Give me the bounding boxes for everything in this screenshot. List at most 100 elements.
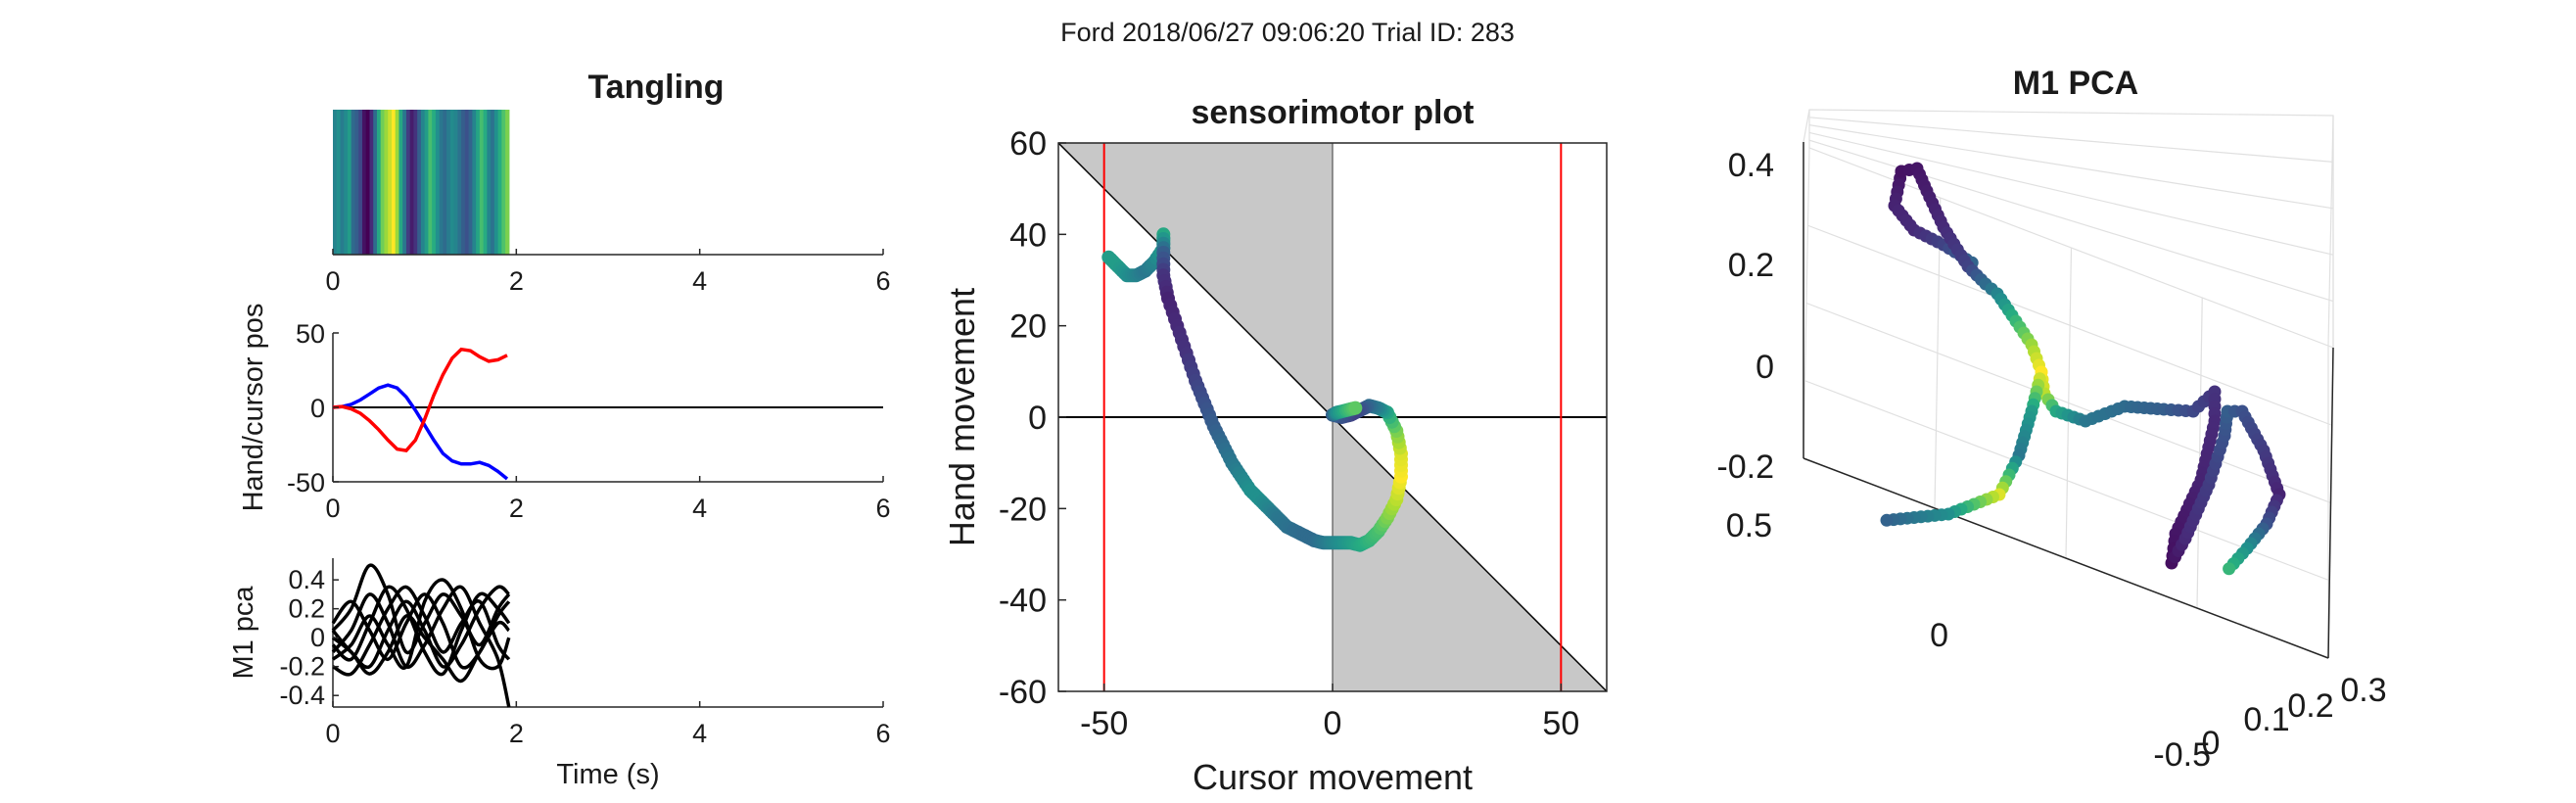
heatmap-cell [373, 110, 378, 255]
hand-cursor-series-line [332, 383, 509, 481]
heatmap-cell [351, 110, 356, 255]
heatmap-cell [468, 110, 473, 255]
heatmap-cell [369, 110, 374, 255]
heatmap-cell [405, 110, 411, 255]
x-tick-label: 0 [1324, 705, 1342, 742]
heatmap-cell [493, 110, 499, 255]
x-tick-label: 0.2 [2287, 687, 2333, 725]
back-wall-grid [1808, 109, 2334, 348]
heatmap-cell [446, 110, 451, 255]
x-tick-label: 2 [509, 494, 524, 523]
y-tick-label: 0 [310, 623, 325, 652]
suptitle: Ford 2018/06/27 09:06:20 Trial ID: 283 [1060, 18, 1515, 47]
y-tick-label: 0 [1930, 617, 1948, 654]
hand-cursor-ylabel: Hand/cursor pos [238, 304, 269, 512]
heatmap-cell [491, 110, 495, 255]
x-tick-label: 0.1 [2243, 701, 2289, 738]
grid-line [1808, 131, 2334, 256]
heatmap-cell [461, 110, 466, 255]
x-tick-label: 6 [875, 266, 890, 296]
x-tick-label: 0 [325, 266, 340, 296]
heatmap-cell [376, 110, 382, 255]
sensorimotor-title: sensorimotor plot [1191, 94, 1474, 131]
m1-pca-ylabel: M1 pca [228, 586, 259, 680]
heatmap-cell [347, 110, 352, 255]
heatmap-cell [476, 110, 481, 255]
m1-pca-series-line [331, 563, 511, 655]
sensorimotor-panel: sensorimotor plot -50 0 50 60 40 20 0 -20 -40 -60… [942, 94, 1608, 797]
heatmap-cell [487, 110, 492, 255]
grid-line [2196, 297, 2203, 609]
x-tick-label: 0 [325, 494, 340, 523]
m1-pca-series-line [331, 585, 511, 670]
sensorimotor-ylabel: Hand movement [942, 288, 982, 546]
heatmap-cell [413, 110, 418, 255]
y-tick-label: -60 [999, 674, 1047, 711]
z-tick-label: 0.2 [1728, 247, 1774, 284]
y-tick-label: -0.5 [2153, 736, 2211, 774]
heatmap-cell [457, 110, 462, 255]
heatmap-cell [354, 110, 359, 255]
z-tick-label: 0 [1756, 349, 1774, 386]
heatmap-cell [497, 110, 502, 255]
y-tick-label: -20 [999, 491, 1047, 528]
m1-pca-xlabel: Time (s) [556, 759, 659, 790]
y-tick-label: 0 [1028, 400, 1047, 437]
x-tick-label: 6 [875, 494, 890, 523]
y-tick-label: 60 [1009, 125, 1047, 163]
m1-pca-series-line [331, 585, 511, 677]
z-tick-label: 0.4 [1728, 147, 1774, 184]
heatmap-cell [380, 110, 386, 255]
y-tick-label: 50 [296, 319, 325, 349]
heatmap-cell [333, 110, 338, 255]
tangling-title: Tangling [587, 69, 724, 106]
y-tick-label: 0.5 [1726, 507, 1772, 544]
m1-pca-panel: 0 2 4 60.40.20-0.2-0.4 M1 pca Time (s) [228, 558, 891, 790]
heatmap-cell [344, 110, 349, 255]
x-tick-label: 4 [692, 494, 707, 523]
heatmap-cell [358, 110, 363, 255]
heatmap-cell [464, 110, 470, 255]
heatmap-cell [388, 110, 393, 255]
m1-pca-series-line [331, 614, 511, 684]
heatmap-cell [420, 110, 426, 255]
heatmap-cell [398, 110, 403, 255]
sensorimotor-point [1348, 401, 1363, 415]
heatmap-cell [472, 110, 477, 255]
heatmap-cell [432, 110, 437, 255]
heatmap-cell [417, 110, 422, 255]
y-tick-label: -40 [999, 583, 1047, 620]
heatmap-cell [439, 110, 444, 255]
m1-pca-series-line [331, 585, 511, 708]
tangling-heatmap [333, 110, 510, 255]
m1-pca-3d-panel: M1 PCA 0.40.20-0.20.50-0.500.10.2 0.3 [1716, 65, 2386, 774]
heatmap-cell [365, 110, 371, 255]
grid-line [1808, 139, 2334, 303]
y-tick-label: 20 [1009, 308, 1047, 346]
hand-cursor-series-line [332, 347, 508, 452]
heatmap-cell [424, 110, 430, 255]
x-tick-label: 0 [325, 719, 340, 748]
x-tick-label: 50 [1542, 705, 1579, 742]
x-tick-label: 4 [692, 719, 707, 748]
heatmap-cell [395, 110, 400, 255]
m1-pca-series-line [331, 578, 511, 671]
y-tick-label: -0.4 [279, 681, 325, 710]
y-tick-label: 40 [1009, 216, 1047, 254]
heatmap-cell [340, 110, 345, 255]
grid-line [1808, 124, 2334, 210]
heatmap-cell [443, 110, 447, 255]
heatmap-cell [384, 110, 389, 255]
y-tick-label: -0.2 [279, 652, 325, 682]
x-tick-label: 6 [875, 719, 890, 748]
y-tick-label: 0.4 [288, 565, 325, 594]
x-tick-label: 0.3 [2340, 672, 2386, 709]
heatmap-cell [505, 110, 510, 255]
heatmap-cell [428, 110, 433, 255]
heatmap-cell [483, 110, 488, 255]
x-tick-label: 2 [509, 719, 524, 748]
heatmap-cell [453, 110, 458, 255]
heatmap-cell [449, 110, 455, 255]
m1-pca-series-line [332, 585, 511, 677]
